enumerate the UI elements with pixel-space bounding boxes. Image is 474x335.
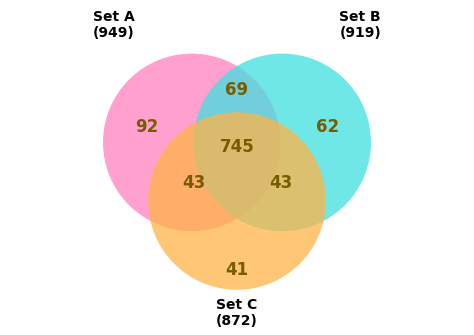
Text: 62: 62	[316, 118, 339, 136]
Text: Set A
(949): Set A (949)	[93, 10, 135, 40]
Text: 43: 43	[182, 174, 205, 192]
Circle shape	[103, 54, 281, 231]
Text: 43: 43	[269, 174, 292, 192]
Text: 745: 745	[219, 138, 255, 156]
Text: Set C
(872): Set C (872)	[216, 298, 258, 328]
Text: 41: 41	[226, 261, 248, 279]
Text: 92: 92	[135, 118, 158, 136]
Text: Set B
(919): Set B (919)	[339, 10, 381, 40]
Circle shape	[193, 54, 371, 231]
Circle shape	[148, 112, 326, 290]
Text: 69: 69	[226, 81, 248, 99]
